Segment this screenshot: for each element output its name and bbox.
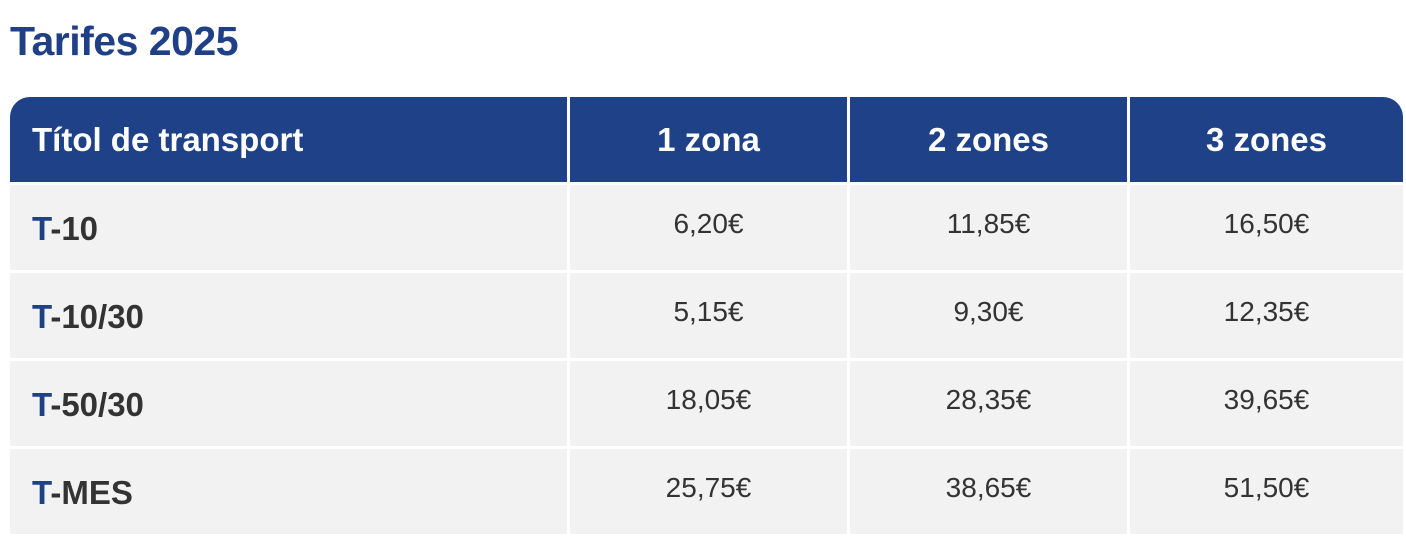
ticket-name: T-10 <box>32 209 99 247</box>
column-header: 3 zones <box>1130 97 1403 182</box>
price: 38,65€ <box>945 471 1032 503</box>
price-cell: 11,85€ <box>850 185 1127 270</box>
price: 28,35€ <box>945 383 1032 415</box>
price: 6,20€ <box>673 207 744 239</box>
fare-row: T-MES 25,75€ 38,65€ 51,50€ <box>10 449 1403 534</box>
price-cell: 39,65€ <box>1130 361 1403 446</box>
ticket-name-cell: T-10/30 <box>10 273 567 358</box>
price: 25,75€ <box>665 471 752 503</box>
price: 12,35€ <box>1223 295 1310 327</box>
price-cell: 18,05€ <box>570 361 847 446</box>
price: 5,15€ <box>673 295 744 327</box>
price-cell: 38,65€ <box>850 449 1127 534</box>
ticket-name: T-10/30 <box>32 297 144 335</box>
column-header: Títol de transport <box>10 97 567 182</box>
ticket-name: T-50/30 <box>32 385 144 423</box>
price: 9,30€ <box>953 295 1024 327</box>
table-head: Títol de transport 1 zona 2 zones 3 zones <box>10 97 1403 182</box>
price: 16,50€ <box>1223 207 1310 239</box>
ticket-name: T-MES <box>32 473 133 511</box>
price: 18,05€ <box>665 383 752 415</box>
ticket-name-cell: T-MES <box>10 449 567 534</box>
price-cell: 5,15€ <box>570 273 847 358</box>
column-header: 1 zona <box>570 97 847 182</box>
price-cell: 6,20€ <box>570 185 847 270</box>
price-cell: 16,50€ <box>1130 185 1403 270</box>
fare-row: T-50/30 18,05€ 28,35€ 39,65€ <box>10 361 1403 446</box>
fare-row: T-10 6,20€ 11,85€ 16,50€ <box>10 185 1403 270</box>
header-row: Títol de transport 1 zona 2 zones 3 zones <box>10 97 1403 182</box>
ticket-name-cell: T-50/30 <box>10 361 567 446</box>
column-header: 2 zones <box>850 97 1127 182</box>
price-cell: 51,50€ <box>1130 449 1403 534</box>
price: 39,65€ <box>1223 383 1310 415</box>
fare-row: T-10/30 5,15€ 9,30€ 12,35€ <box>10 273 1403 358</box>
price-cell: 28,35€ <box>850 361 1127 446</box>
price: 51,50€ <box>1223 471 1310 503</box>
price-cell: 25,75€ <box>570 449 847 534</box>
price: 11,85€ <box>946 207 1031 239</box>
price-cell: 12,35€ <box>1130 273 1403 358</box>
price-cell: 9,30€ <box>850 273 1127 358</box>
fare-table: Títol de transport 1 zona 2 zones 3 zones T… <box>7 94 1406 537</box>
ticket-name-cell: T-10 <box>10 185 567 270</box>
page-title: Tarifes 2025 <box>10 18 239 64</box>
table-body: T-10 6,20€ 11,85€ 16,50€ T-10/30 5,15€ 9,30€ 12… <box>10 185 1403 534</box>
